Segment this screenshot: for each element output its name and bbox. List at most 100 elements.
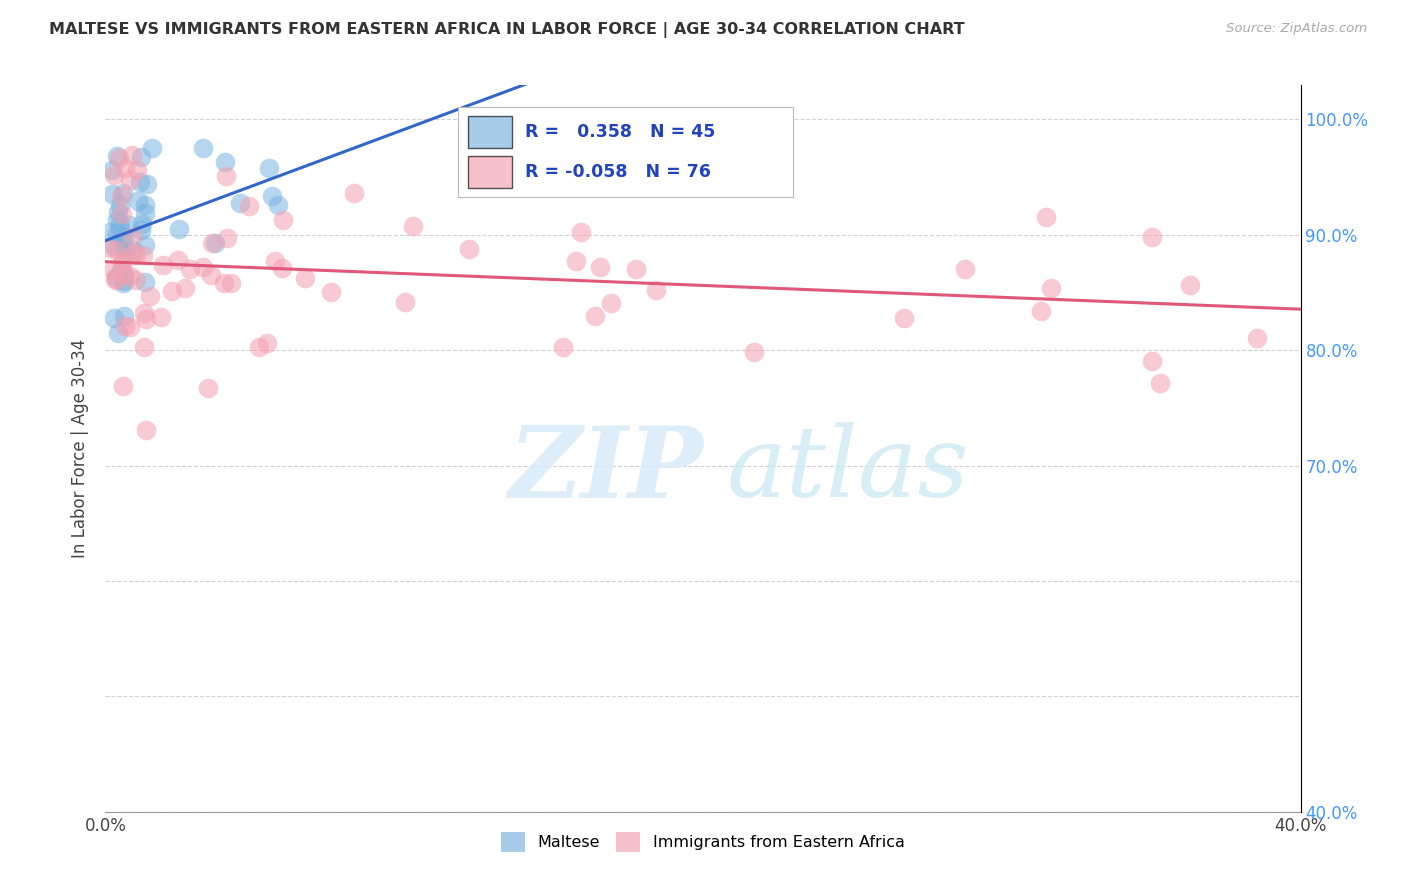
Point: [197, 381, 219, 395]
Point: [107, 151, 129, 165]
Point: [120, 319, 142, 334]
Point: [134, 238, 156, 252]
Point: [128, 176, 150, 190]
Point: [152, 258, 174, 272]
Point: [139, 289, 162, 303]
Point: [98, 225, 121, 239]
Point: [201, 235, 224, 250]
Point: [200, 268, 222, 282]
Point: [238, 199, 260, 213]
Point: [115, 244, 138, 258]
Point: [134, 198, 156, 212]
Point: [112, 310, 135, 324]
Point: [107, 326, 129, 340]
Point: [132, 340, 155, 354]
Point: [131, 217, 153, 231]
Point: [257, 161, 280, 175]
Point: [600, 296, 623, 310]
Point: [111, 207, 134, 221]
Point: [219, 277, 242, 291]
Point: [1149, 376, 1171, 391]
Point: [1035, 210, 1057, 224]
Point: [569, 225, 592, 239]
Point: [212, 276, 235, 290]
Point: [112, 274, 135, 288]
Point: [551, 340, 574, 354]
Point: [394, 294, 416, 309]
Point: [260, 189, 283, 203]
Point: [108, 198, 131, 212]
Point: [111, 255, 134, 269]
Point: [166, 253, 188, 268]
Point: [267, 197, 290, 211]
Point: [343, 186, 366, 201]
Point: [953, 262, 976, 277]
Point: [256, 336, 278, 351]
Text: atlas: atlas: [727, 423, 970, 517]
Point: [135, 423, 157, 437]
Point: [271, 260, 294, 275]
Point: [134, 206, 156, 220]
Point: [141, 141, 163, 155]
Point: [112, 253, 135, 268]
Point: [191, 141, 214, 155]
Point: [114, 319, 136, 334]
Point: [402, 219, 425, 233]
Point: [112, 230, 135, 244]
Point: [101, 262, 124, 277]
Point: [121, 230, 143, 244]
Point: [893, 310, 915, 325]
Point: [129, 150, 152, 164]
Point: [108, 223, 131, 237]
Legend: Maltese, Immigrants from Eastern Africa: Maltese, Immigrants from Eastern Africa: [495, 826, 911, 858]
Point: [125, 248, 148, 262]
Point: [121, 246, 143, 260]
Point: [118, 218, 141, 232]
Point: [110, 263, 132, 277]
Text: ZIP: ZIP: [508, 422, 703, 518]
Point: [1040, 281, 1063, 295]
Point: [111, 231, 134, 245]
Point: [1140, 353, 1163, 368]
Point: [174, 281, 197, 295]
Point: [103, 168, 125, 182]
Point: [179, 262, 201, 277]
Point: [111, 186, 134, 200]
Point: [149, 310, 172, 325]
Point: [134, 275, 156, 289]
Point: [127, 194, 149, 208]
Point: [135, 311, 157, 326]
Point: [247, 340, 270, 354]
Point: [111, 266, 134, 280]
Point: [107, 205, 129, 219]
Point: [105, 227, 128, 241]
Point: [215, 169, 238, 183]
Point: [264, 253, 287, 268]
Point: [271, 213, 294, 227]
Point: [321, 285, 343, 300]
Point: [111, 379, 134, 393]
Point: [589, 260, 612, 274]
Point: [105, 149, 128, 163]
Text: MALTESE VS IMMIGRANTS FROM EASTERN AFRICA IN LABOR FORCE | AGE 30-34 CORRELATION: MALTESE VS IMMIGRANTS FROM EASTERN AFRIC…: [49, 22, 965, 38]
Point: [111, 241, 134, 255]
Point: [136, 178, 159, 192]
Point: [112, 276, 135, 290]
Point: [101, 162, 124, 177]
Point: [1140, 230, 1163, 244]
Point: [129, 223, 152, 237]
Y-axis label: In Labor Force | Age 30-34: In Labor Force | Age 30-34: [72, 339, 90, 558]
Point: [103, 310, 125, 325]
Point: [101, 239, 124, 253]
Point: [565, 253, 588, 268]
Point: [229, 196, 252, 211]
Point: [97, 242, 120, 256]
Point: [121, 243, 143, 257]
Point: [167, 222, 190, 236]
Point: [624, 262, 647, 277]
Text: Source: ZipAtlas.com: Source: ZipAtlas.com: [1226, 22, 1367, 36]
Point: [108, 218, 131, 232]
Point: [551, 149, 574, 163]
Point: [114, 161, 136, 176]
Point: [645, 283, 668, 297]
